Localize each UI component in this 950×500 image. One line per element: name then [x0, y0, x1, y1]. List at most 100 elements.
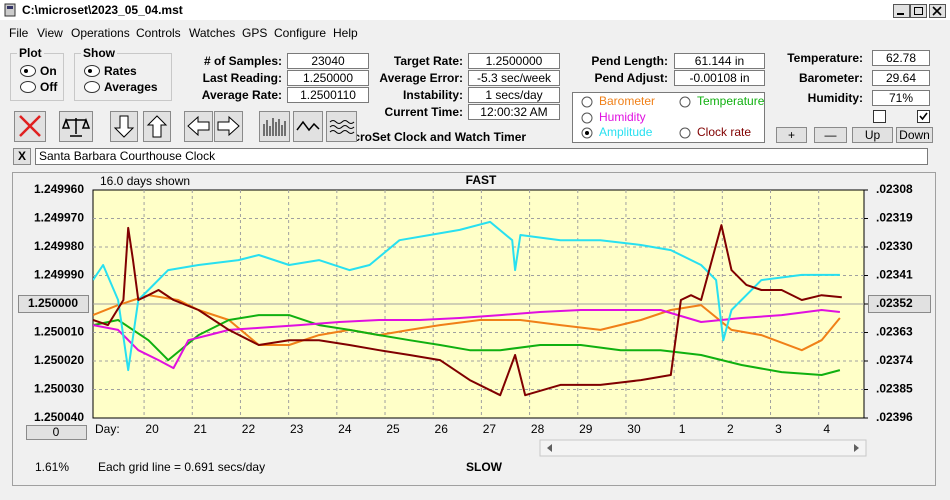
- radio-label: On: [38, 64, 59, 78]
- legend-radio[interactable]: [581, 96, 593, 108]
- y2-tick-label: .02396: [876, 410, 913, 424]
- group-title: Show: [81, 46, 117, 60]
- icon: [263, 118, 286, 136]
- window-title: C:\microset\2023_05_04.mst: [22, 3, 183, 17]
- adjust-button[interactable]: Down: [896, 127, 933, 143]
- adjust-button[interactable]: +: [776, 127, 807, 143]
- stop-button[interactable]: [14, 111, 46, 142]
- menu-item[interactable]: Configure: [274, 26, 327, 40]
- field-value[interactable]: 61.144 in: [674, 53, 765, 69]
- menu-item[interactable]: View: [37, 26, 63, 40]
- x-tick-label: 22: [242, 422, 256, 436]
- close-clock-button[interactable]: X: [13, 148, 31, 165]
- title-bar: C:\microset\2023_05_04.mst: [0, 0, 950, 20]
- field-value[interactable]: -0.00108 in: [674, 70, 765, 86]
- icon: [19, 115, 41, 137]
- radio[interactable]: [20, 81, 36, 93]
- x-tick-label: 20: [145, 422, 159, 436]
- icon: [61, 117, 91, 137]
- menu-item[interactable]: Watches: [189, 26, 236, 40]
- field-value[interactable]: 12:00:32 AM: [468, 104, 560, 120]
- legend-label: Amplitude: [599, 125, 653, 139]
- field-value[interactable]: 23040: [287, 53, 369, 69]
- menu-item[interactable]: Controls: [136, 26, 181, 40]
- legend-radio[interactable]: [679, 127, 691, 139]
- icon: [113, 115, 135, 138]
- field-value[interactable]: 71%: [872, 90, 930, 106]
- series-layer: [93, 220, 842, 397]
- fast-label: FAST: [466, 173, 497, 187]
- offset-button[interactable]: [26, 425, 87, 440]
- radio[interactable]: [84, 65, 100, 77]
- noise-button[interactable]: [326, 111, 357, 142]
- percent: 1.61%: [35, 460, 69, 474]
- balance-button[interactable]: [59, 111, 93, 142]
- down-button[interactable]: [110, 111, 138, 142]
- y-tick-label: 1.250020: [34, 353, 84, 367]
- left-button[interactable]: [184, 111, 213, 142]
- y2-tick-label: .02374: [876, 353, 913, 367]
- x-tick-label: 25: [386, 422, 400, 436]
- y2-tick-label: .02330: [876, 239, 913, 253]
- scrollbar[interactable]: [539, 439, 867, 457]
- legend-label: Temperature: [697, 94, 765, 108]
- icon: [329, 120, 355, 134]
- series-line: [93, 224, 842, 397]
- radio-label: Off: [38, 80, 60, 94]
- up-button[interactable]: [143, 111, 171, 142]
- series-line: [93, 220, 840, 372]
- field-value[interactable]: 1.250000: [287, 70, 369, 86]
- y-tick-label: 1.250040: [34, 410, 84, 424]
- group-title: Plot: [17, 46, 44, 60]
- x-tick-label: 24: [338, 422, 352, 436]
- legend-radio[interactable]: [581, 112, 593, 124]
- x-tick-label: 30: [627, 422, 641, 436]
- radio[interactable]: [20, 65, 36, 77]
- bars-button[interactable]: [259, 111, 290, 142]
- y-tick-label: 1.249980: [34, 239, 84, 253]
- field-label: Target Rate:: [393, 54, 463, 68]
- offset-button-label: 0: [53, 425, 60, 439]
- adjust-button[interactable]: —: [814, 127, 847, 143]
- field-value[interactable]: -5.3 sec/week: [468, 70, 560, 86]
- radio-label: Averages: [102, 80, 160, 94]
- app-icon: [4, 3, 16, 17]
- field-value[interactable]: 1.2500110: [287, 87, 369, 103]
- x-tick-label: 26: [435, 422, 449, 436]
- field-label: Last Reading:: [202, 71, 282, 85]
- field-value[interactable]: 1 secs/day: [468, 87, 560, 103]
- right-button[interactable]: [214, 111, 243, 142]
- field-label: Humidity:: [807, 91, 863, 105]
- radio[interactable]: [84, 81, 100, 93]
- y2-tick-label: .02341: [876, 268, 913, 282]
- x-tick-label: 27: [483, 422, 497, 436]
- x-tick-label: 29: [579, 422, 593, 436]
- x-axis-label: Day:: [95, 422, 120, 436]
- field-value[interactable]: 62.78: [872, 50, 930, 66]
- check-mark: [919, 112, 928, 121]
- wave-button[interactable]: [293, 111, 323, 142]
- field-value[interactable]: 29.64: [872, 70, 930, 86]
- x-tick-label: 3: [775, 422, 782, 436]
- icon: [146, 115, 168, 138]
- window-controls[interactable]: [893, 4, 947, 18]
- menu-item[interactable]: File: [9, 26, 29, 40]
- menu-item[interactable]: GPS: [242, 26, 268, 40]
- checkbox[interactable]: [873, 110, 886, 123]
- menu-bar: File View Operations Controls Watches GPS Conf…: [0, 24, 950, 40]
- legend-radio[interactable]: [679, 96, 691, 108]
- field-value[interactable]: 1.2500000: [468, 53, 560, 69]
- field-label: Pend Length:: [591, 54, 668, 68]
- center-button: [868, 295, 931, 313]
- days-shown: 16.0 days shown: [100, 174, 190, 188]
- checkbox[interactable]: [917, 110, 930, 123]
- icon: [296, 120, 320, 132]
- menu-item[interactable]: Operations: [71, 26, 130, 40]
- menu-item[interactable]: Help: [333, 26, 358, 40]
- clock-name-field[interactable]: Santa Barbara Courthouse Clock: [35, 148, 928, 165]
- adjust-button[interactable]: Up: [852, 127, 893, 143]
- field-label: Temperature:: [787, 51, 863, 65]
- y2-tick-label: .02385: [876, 382, 913, 396]
